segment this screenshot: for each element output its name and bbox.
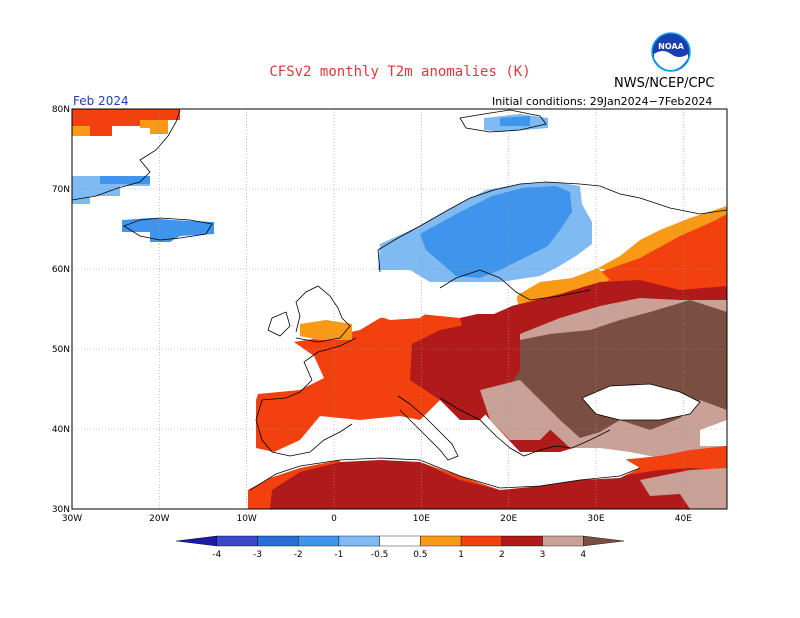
lat-tick-label: 80N bbox=[52, 105, 70, 115]
svg-text:NOAA: NOAA bbox=[658, 42, 684, 51]
colorbar-segment bbox=[583, 535, 625, 547]
arctic-orange bbox=[598, 206, 727, 274]
latitude-labels: 80N 70N 60N 50N 40N 30N bbox=[52, 105, 70, 515]
forecast-month: Feb 2024 bbox=[73, 94, 129, 108]
coastline-balkans bbox=[439, 397, 611, 457]
coastline-north-africa bbox=[249, 457, 641, 491]
chart-title: CFSv2 monthly T2m anomalies (K) bbox=[269, 64, 531, 80]
lon-tick-label: 40E bbox=[675, 514, 692, 524]
colorbar-label: -0.5 bbox=[371, 550, 389, 560]
greenland-orange-left bbox=[72, 126, 90, 136]
anomaly-fields bbox=[72, 109, 727, 509]
lon-tick-label: 20W bbox=[149, 514, 169, 524]
scandinavia-mid bbox=[420, 186, 572, 278]
colorbar-segment bbox=[338, 535, 380, 547]
black-sea bbox=[582, 384, 700, 420]
caspian-gap bbox=[700, 420, 727, 446]
colorbar-segment bbox=[460, 535, 503, 547]
colorbar: -4 -3 -2 -1 -0.5 0.5 1 2 3 4 bbox=[175, 535, 625, 560]
uk-orange bbox=[300, 320, 352, 340]
baltic-sea bbox=[456, 282, 520, 314]
noaa-logo: NOAA bbox=[651, 32, 691, 72]
colorbar-segment bbox=[216, 535, 258, 547]
lon-tick-label: 0 bbox=[331, 514, 337, 524]
initial-conditions: Initial conditions: 29Jan2024−7Feb2024 bbox=[492, 95, 713, 108]
agency-label: NWS/NCEP/CPC bbox=[614, 76, 715, 91]
colorbar-segment bbox=[257, 535, 299, 547]
greenland-blue-dark bbox=[100, 176, 150, 184]
lon-tick-label: 10W bbox=[236, 514, 256, 524]
colorbar-segment bbox=[379, 535, 421, 547]
greenland-orange bbox=[140, 120, 168, 134]
lat-tick-label: 50N bbox=[52, 345, 70, 355]
lon-tick-label: 10E bbox=[413, 514, 430, 524]
colorbar-label: -1 bbox=[334, 550, 343, 560]
lat-tick-label: 40N bbox=[52, 425, 70, 435]
colorbar-label: 2 bbox=[499, 550, 505, 560]
colorbar-segment bbox=[175, 535, 217, 547]
colorbar-label: -4 bbox=[212, 550, 221, 560]
lon-tick-label: 20E bbox=[500, 514, 517, 524]
coastlines bbox=[72, 109, 727, 491]
coastline-italy bbox=[397, 395, 459, 461]
colorbar-segment bbox=[420, 535, 462, 547]
colorbar-label: 3 bbox=[540, 550, 546, 560]
gridlines bbox=[72, 109, 727, 509]
colorbar-label: 0.5 bbox=[413, 550, 427, 560]
greenland-warm bbox=[72, 109, 180, 136]
svalbard-cold-2 bbox=[500, 116, 530, 126]
north-sea bbox=[360, 276, 436, 320]
lat-tick-label: 60N bbox=[52, 265, 70, 275]
africa-tan bbox=[640, 468, 727, 509]
coastline-baltic bbox=[439, 269, 591, 301]
colorbar-segment bbox=[297, 535, 340, 547]
coastline-france-iberia bbox=[255, 337, 357, 457]
coastline-greenland bbox=[72, 109, 181, 201]
map-frame bbox=[71, 108, 728, 510]
coastline-scandinavia bbox=[377, 181, 727, 273]
colorbar-label: -2 bbox=[294, 550, 303, 560]
colorbar-segment bbox=[542, 535, 584, 547]
colorbar-label: -3 bbox=[253, 550, 262, 560]
coastline-iceland bbox=[123, 217, 213, 241]
lon-tick-label: 30E bbox=[587, 514, 604, 524]
north-africa-darkred bbox=[270, 458, 727, 509]
lon-tick-label: 30W bbox=[62, 514, 82, 524]
longitude-labels: 30W 20W 10W 0 10E 20E 30E 40E bbox=[62, 514, 692, 524]
mediterranean-sea bbox=[330, 426, 640, 490]
colorbar-segment bbox=[501, 535, 543, 547]
balkans-tan bbox=[480, 380, 560, 440]
colorbar-label: 1 bbox=[458, 550, 464, 560]
coastline-svalbard bbox=[459, 109, 547, 133]
coastline-black-sea bbox=[581, 383, 701, 421]
colorbar-label: 4 bbox=[580, 550, 586, 560]
iceland-cold bbox=[122, 218, 214, 242]
lat-tick-label: 30N bbox=[52, 505, 70, 515]
lat-tick-label: 70N bbox=[52, 185, 70, 195]
coastline-ireland bbox=[267, 311, 291, 337]
